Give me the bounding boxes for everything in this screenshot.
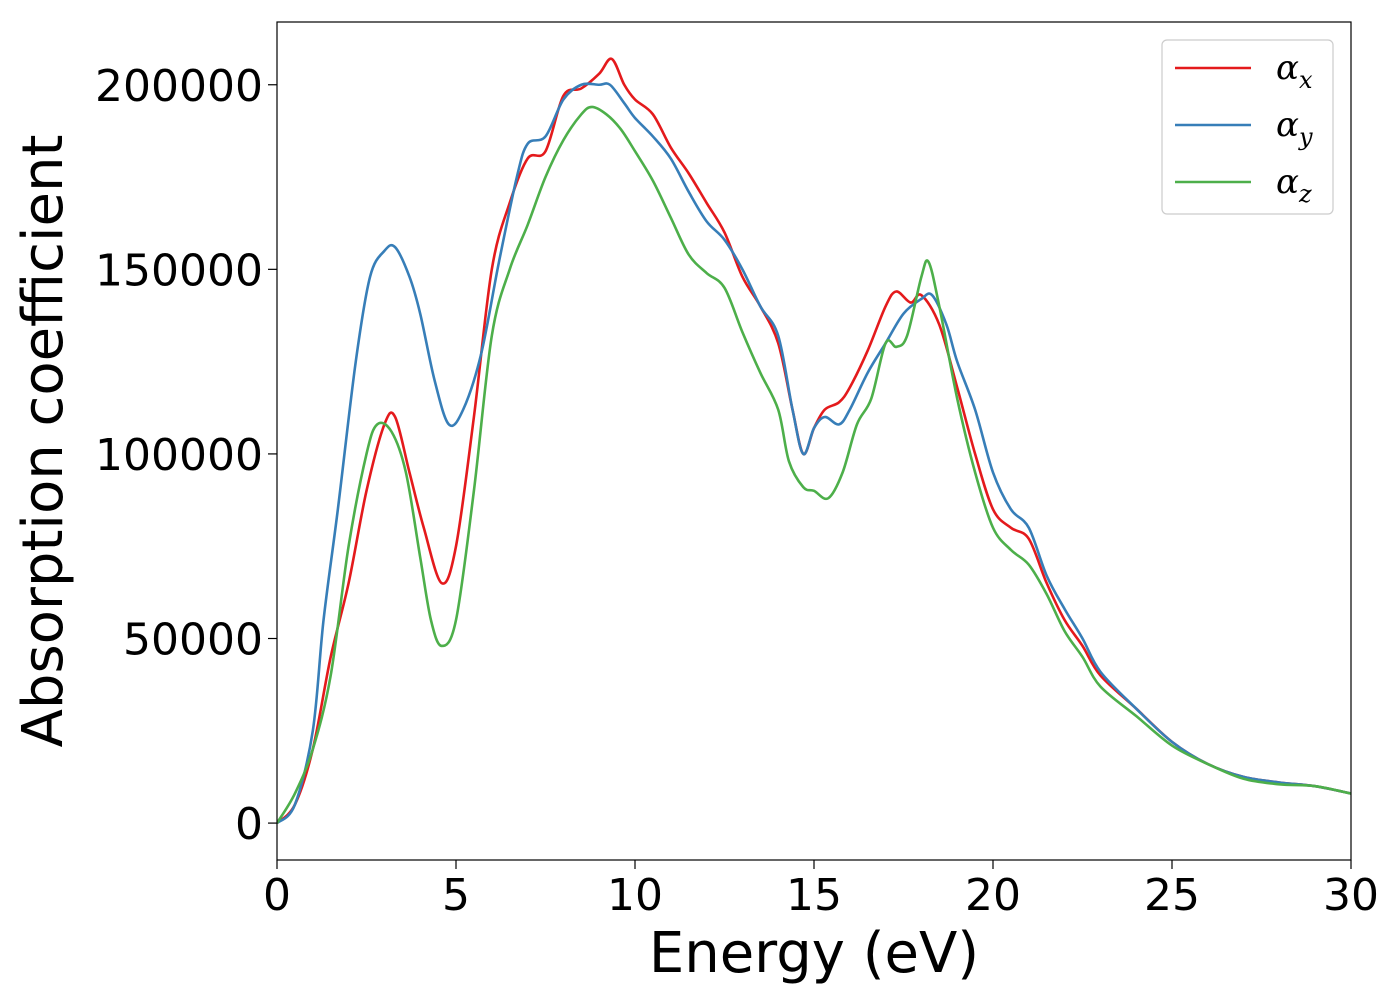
x-axis-title: Energy (eV) [649,921,979,986]
legend-label-y: αy [1276,105,1313,151]
x-tick-label: 10 [607,870,663,921]
x-tick-label: 0 [263,870,291,921]
y-tick-label: 100000 [95,430,263,481]
series-line-x [277,57,1351,825]
legend-subscript: x [1299,66,1313,94]
legend-label-z: αz [1276,162,1312,208]
series-line-z [277,105,1351,824]
y-tick-label: 50000 [123,615,263,666]
x-tick-label: 30 [1323,870,1379,921]
legend-symbol: α [1276,162,1299,202]
legend-label-x: αx [1276,48,1313,94]
series-line-y [277,82,1351,825]
x-axis: 0 5 10 15 20 25 30 [263,860,1379,921]
plot-lines [277,57,1351,825]
legend-subscript: z [1298,180,1312,208]
x-tick-label: 15 [786,870,842,921]
legend-symbol: α [1276,105,1299,145]
y-tick-label: 0 [235,799,263,850]
x-tick-label: 25 [1144,870,1200,921]
legend-symbol: α [1276,48,1299,88]
y-tick-label: 150000 [95,245,263,296]
x-tick-label: 20 [965,870,1021,921]
legend-subscript: y [1298,123,1313,151]
y-axis-title: Absorption coefficient [11,135,76,748]
y-tick-label: 200000 [95,61,263,112]
x-tick-label: 5 [442,870,470,921]
y-axis: 0 50000 100000 150000 200000 [95,61,277,850]
legend-box [1161,39,1334,215]
